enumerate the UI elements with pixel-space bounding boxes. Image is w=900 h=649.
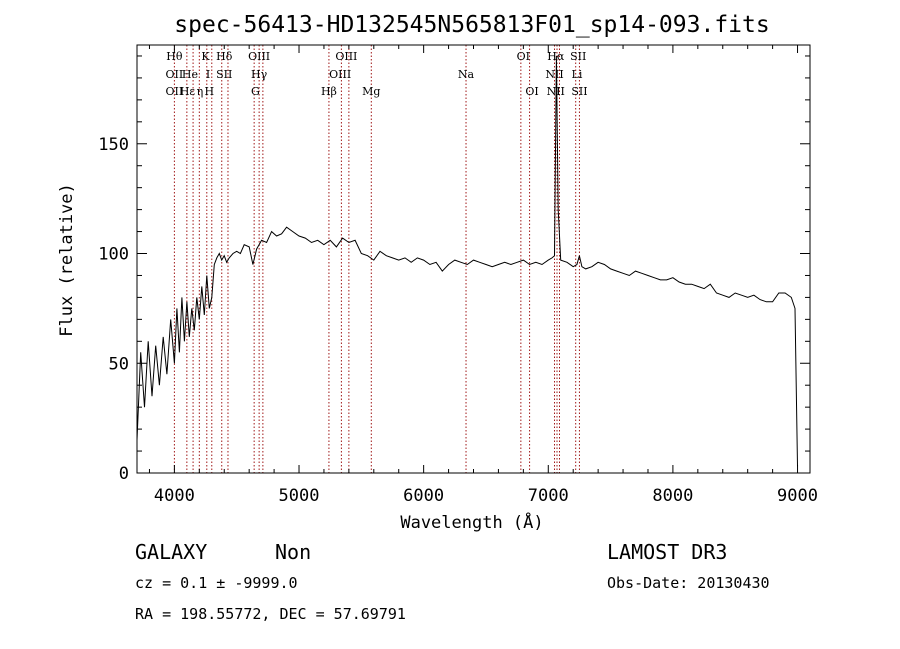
line-label-20: H bbox=[204, 85, 214, 98]
line-label-16: Li bbox=[572, 68, 583, 81]
y-axis-label: Flux (relative) bbox=[57, 183, 77, 337]
line-label-24: OI bbox=[525, 85, 538, 98]
chart-title: spec-56413-HD132545N565813F01_sp14-093.f… bbox=[174, 12, 769, 38]
spectrum-line bbox=[136, 55, 798, 467]
line-label-2: Hδ bbox=[216, 50, 233, 63]
x-axis-ticks: 4000 5000 6000 7000 8000 9000 bbox=[148, 45, 818, 506]
line-label-21: G bbox=[251, 85, 260, 98]
y-axis-ticks: 0 50 100 150 bbox=[98, 55, 810, 484]
y-tick-label-50: 50 bbox=[109, 354, 129, 374]
line-label-23: Mg bbox=[362, 85, 380, 98]
line-label-15: NII bbox=[545, 68, 563, 81]
x-tick-label-5000: 5000 bbox=[279, 486, 320, 506]
plot-frame bbox=[136, 44, 811, 474]
x-tick-label-7000: 7000 bbox=[528, 486, 569, 506]
x-tick-label-9000: 9000 bbox=[777, 486, 818, 506]
line-label-18: Hε bbox=[180, 85, 196, 98]
line-label-17: OII bbox=[166, 85, 184, 98]
line-label-22: Hβ bbox=[321, 85, 337, 98]
line-label-26: SII bbox=[571, 85, 587, 98]
line-label-12: Hγ bbox=[251, 68, 268, 81]
line-label-13: OIII bbox=[329, 68, 351, 81]
line-label-9: He bbox=[182, 68, 198, 81]
x-tick-label-4000: 4000 bbox=[154, 486, 195, 506]
line-label-1: K bbox=[201, 50, 210, 63]
coordinates: RA = 198.55772, DEC = 57.69791 bbox=[135, 605, 406, 623]
line-label-3: OIII bbox=[248, 50, 270, 63]
line-label-4: OIII bbox=[335, 50, 357, 63]
y-tick-label-100: 100 bbox=[98, 245, 129, 265]
line-label-8: OII bbox=[166, 68, 184, 81]
object-class: GALAXY bbox=[135, 540, 207, 564]
line-label-10: I bbox=[206, 68, 210, 81]
object-subclass: Non bbox=[275, 540, 311, 564]
observation-date: Obs-Date: 20130430 bbox=[607, 574, 770, 592]
x-tick-label-8000: 8000 bbox=[652, 486, 693, 506]
x-tick-label-6000: 6000 bbox=[403, 486, 444, 506]
line-label-0: Hθ bbox=[166, 50, 183, 63]
line-label-19: η bbox=[197, 85, 204, 98]
line-label-7: SII bbox=[570, 50, 586, 63]
line-label-11: SII bbox=[216, 68, 232, 81]
redshift-cz: cz = 0.1 ± -9999.0 bbox=[135, 574, 298, 592]
y-tick-label-150: 150 bbox=[98, 135, 129, 155]
line-label-5: OI bbox=[517, 50, 530, 63]
line-label-14: Na bbox=[458, 68, 475, 81]
spectral-line-markers bbox=[173, 45, 580, 473]
y-tick-label-0: 0 bbox=[119, 464, 129, 484]
survey-name: LAMOST DR3 bbox=[607, 540, 727, 564]
x-axis-label: Wavelength (Å) bbox=[400, 511, 543, 533]
